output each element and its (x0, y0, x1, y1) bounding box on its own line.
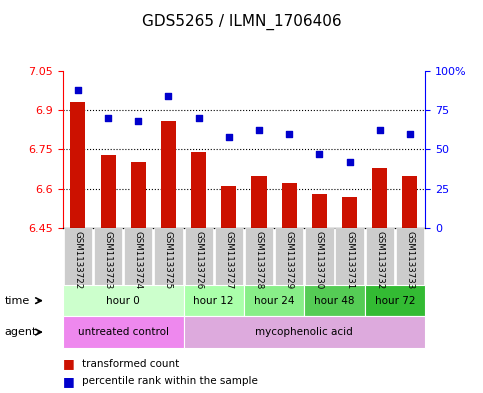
Text: GSM1133731: GSM1133731 (345, 231, 354, 290)
Bar (282, 184, 297, 228)
Text: hour 72: hour 72 (375, 296, 415, 306)
Text: GSM1133723: GSM1133723 (103, 231, 113, 290)
Text: GSM1133725: GSM1133725 (164, 231, 173, 290)
Bar (131, 162, 146, 228)
Text: ■: ■ (63, 357, 74, 370)
Text: hour 48: hour 48 (314, 296, 355, 306)
Point (255, 127, 263, 134)
Text: GSM1133729: GSM1133729 (284, 231, 294, 290)
Text: GSM1133730: GSM1133730 (315, 231, 324, 290)
Text: GDS5265 / ILMN_1706406: GDS5265 / ILMN_1706406 (142, 14, 341, 30)
Text: hour 12: hour 12 (194, 296, 234, 306)
Bar (191, 152, 206, 228)
Text: untreated control: untreated control (78, 327, 169, 337)
Text: time: time (5, 296, 30, 306)
Text: hour 24: hour 24 (254, 296, 294, 306)
Text: GSM1133724: GSM1133724 (134, 231, 143, 290)
Text: GSM1133733: GSM1133733 (405, 231, 414, 290)
Point (104, 115, 112, 121)
Text: hour 0: hour 0 (106, 296, 140, 306)
Point (376, 127, 384, 134)
Point (315, 151, 323, 157)
Text: GSM1133727: GSM1133727 (224, 231, 233, 290)
Bar (71, 102, 85, 228)
Point (346, 159, 354, 165)
Point (74, 86, 82, 93)
Bar (221, 186, 236, 228)
Text: GSM1133722: GSM1133722 (73, 231, 83, 290)
Point (225, 134, 233, 140)
Bar (252, 176, 267, 228)
Text: transformed count: transformed count (82, 358, 179, 369)
Point (195, 115, 202, 121)
Bar (100, 154, 115, 228)
Text: GSM1133726: GSM1133726 (194, 231, 203, 290)
Point (165, 93, 172, 99)
Text: ■: ■ (63, 375, 74, 388)
Point (134, 118, 142, 124)
Bar (342, 196, 357, 228)
Text: mycophenolic acid: mycophenolic acid (256, 327, 353, 337)
Bar (161, 121, 176, 228)
Text: agent: agent (5, 327, 37, 337)
Bar (372, 168, 387, 228)
Bar (402, 176, 417, 228)
Bar (312, 194, 327, 228)
Text: GSM1133732: GSM1133732 (375, 231, 384, 290)
Text: GSM1133728: GSM1133728 (255, 231, 264, 290)
Point (406, 130, 414, 137)
Text: percentile rank within the sample: percentile rank within the sample (82, 376, 258, 386)
Point (285, 130, 293, 137)
